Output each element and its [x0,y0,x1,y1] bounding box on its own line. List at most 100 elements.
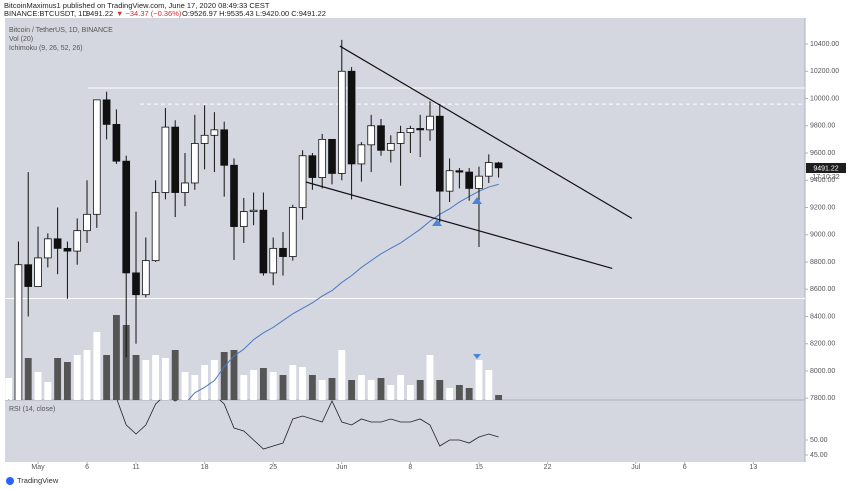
candle-body [465,171,474,189]
last-price: 9491.22 [813,165,838,172]
y-tick-label: 8600.00 [810,286,835,293]
volume-bar [367,380,375,400]
y-tick-label: 8000.00 [810,368,835,375]
y-tick-label: 8400.00 [810,313,835,320]
rsi-tick-label: 45.00 [810,452,828,459]
volume-bar [259,368,267,400]
volume-bar [318,380,326,400]
candle-body [357,144,366,165]
volume-bar [250,370,258,400]
volume-bar [122,325,130,400]
volume-bar [220,352,228,400]
legend-rsi: RSI (14, close) [9,406,55,413]
candle-body [475,175,483,189]
candle-body [14,264,23,400]
candle-body [132,272,140,296]
candle-body [43,238,52,259]
volume-bar [44,382,52,400]
y-tick-label: 9800.00 [810,123,835,130]
candle-body [151,192,160,262]
candle-body [298,155,307,208]
rsi-line [116,400,499,450]
candle-body [102,99,111,125]
last-price-box [806,163,846,173]
volume-bar [377,378,385,400]
price-layer [5,39,805,400]
volume-bar [495,395,503,400]
candle-body [83,213,91,232]
x-tick-label: 13 [749,464,757,471]
volume-bar [132,355,140,400]
author-line: BitcoinMaximus1 published on TradingView… [4,1,270,10]
candle-body [308,155,317,178]
candle-body [24,264,33,287]
signal-marker [472,197,482,204]
y-tick-label: 10200.00 [810,68,839,75]
candle-body [230,164,238,227]
volume-bar [289,365,297,400]
legend-ichimoku: Ichimoku (9, 26, 52, 26) [9,45,83,52]
candle-body [377,125,385,151]
volume-bar [416,380,424,400]
y-tick-label: 9600.00 [810,150,835,157]
x-tick-label: 18 [201,464,209,471]
volume-bar [73,355,81,400]
volume-bar [230,350,238,400]
candle-body [494,162,503,169]
candle-body [269,247,278,274]
volume-bar [299,367,307,400]
candle-body [171,126,180,193]
y-tick-label: 8200.00 [810,341,835,348]
candle-body [337,70,346,174]
x-tick-label: 15 [475,464,483,471]
volume-bar [83,350,91,400]
candle-body [210,129,219,136]
volume-bar [338,350,346,400]
volume-bar [406,385,414,400]
volume-bar [24,358,32,400]
candle-body [318,138,327,178]
x-tick-label: 6 [85,464,89,471]
volume-bar [191,375,199,400]
candle-body [73,230,82,252]
candle-body [347,70,356,165]
y-tick-label: 9400.00 [810,177,835,184]
trendline [339,45,633,219]
x-tick-label: Jul [631,464,640,471]
volume-bar [201,365,209,400]
candle-body [63,247,72,252]
volume-bar [387,385,395,400]
symbol: BINANCE:BTCUSDT, 1D [4,9,88,18]
volume-bar [436,380,444,400]
volume-bar [142,360,150,400]
candle-body [190,143,199,184]
volume-bar [328,378,336,400]
candle-body [435,115,444,192]
candle-body [181,182,189,193]
candle-body [220,129,229,166]
candle-body [239,211,248,227]
candle-body [416,128,425,131]
brand-logo [6,477,14,485]
y-tick-label: 9000.00 [810,232,835,239]
volume-bar [240,375,248,400]
candle-body [141,260,150,296]
candle-body [279,247,287,257]
y-tick-label: 10400.00 [810,41,839,48]
candle-body [112,123,121,162]
header-ohlc: O:9526.97 H:9535.43 L:9420.00 C:9491.22 [182,9,326,18]
x-tick-label: Jun [336,464,347,471]
volume-bar [446,388,454,400]
x-tick-label: 11 [132,464,139,471]
volume-bar [63,362,71,400]
volume-bar [308,375,316,400]
volume-bar [348,380,356,400]
y-tick-label: 10000.00 [810,95,839,102]
x-tick-label: May [31,464,45,471]
y-tick-label: 7800.00 [810,395,835,402]
candle-body [455,170,464,173]
volume-bar [103,355,111,400]
header-price: 9491.22 [86,9,113,18]
volume-bar [5,378,13,400]
